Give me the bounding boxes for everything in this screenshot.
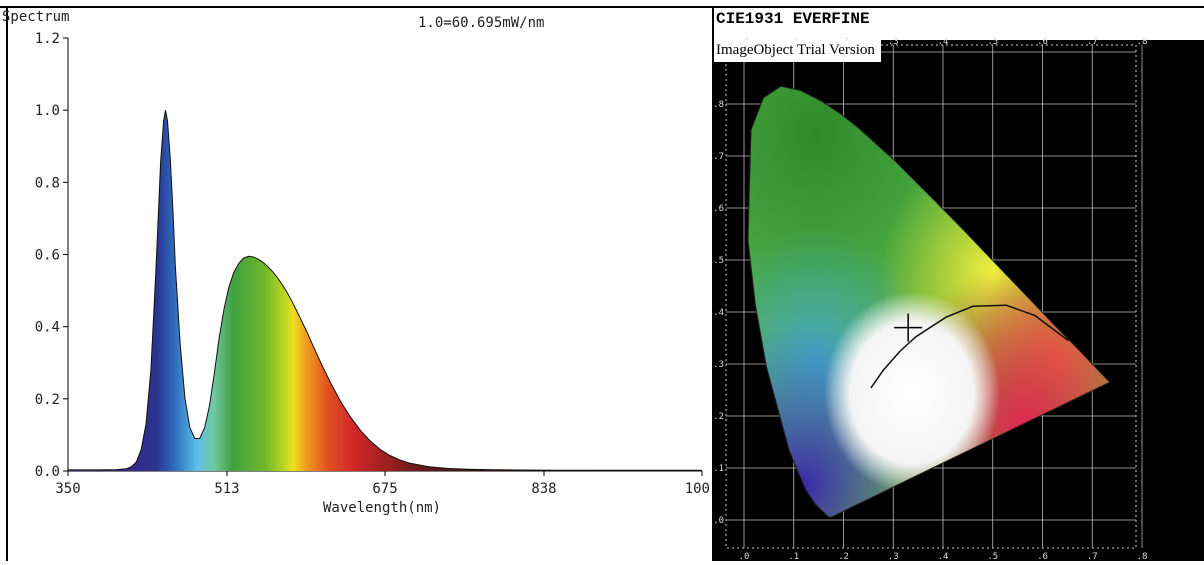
cie-x-tick-top: .4 bbox=[938, 37, 949, 47]
spectrum-y-tick-label: 0.4 bbox=[35, 320, 60, 336]
cie-y-tick-label: .7 bbox=[714, 152, 724, 162]
spectrum-y-tick-label: 1.0 bbox=[35, 103, 60, 119]
spectrum-x-tick-label: 350 bbox=[55, 481, 80, 497]
cie-y-tick-label: .3 bbox=[714, 360, 724, 370]
spectrum-x-tick-label: 838 bbox=[531, 481, 556, 497]
spectrum-x-ticks: 350 513 675 838 100 bbox=[55, 471, 710, 497]
spectrum-chart: Spectrum 1.0=60.695mW/nm 350 513 675 838 100… bbox=[2, 9, 710, 516]
spectrum-line bbox=[68, 110, 702, 471]
spectrum-title: Spectrum bbox=[2, 9, 69, 25]
cie-x-tick-bottom: .4 bbox=[938, 552, 949, 561]
cie-y-tick-label: .6 bbox=[714, 204, 724, 214]
cie-title: CIE1931 EVERFINE bbox=[716, 10, 870, 28]
spectrum-x-tick-label: 675 bbox=[372, 481, 397, 497]
cie-x-tick-top: .6 bbox=[1037, 37, 1048, 47]
cie-x-tick-bottom: .5 bbox=[987, 552, 998, 561]
planckian-locus bbox=[870, 304, 1069, 389]
cie-plot-frame bbox=[725, 44, 1137, 549]
spectrum-y-tick-label: 0.2 bbox=[35, 392, 60, 408]
cie-x-tick-top: .3 bbox=[888, 37, 899, 47]
cie-y-tick-label: .0 bbox=[714, 516, 724, 526]
spectrum-x-tick-label: 513 bbox=[214, 481, 239, 497]
cie-x-tick-top: .7 bbox=[1087, 37, 1098, 47]
cie-locus-outline bbox=[747, 85, 1111, 518]
cie-y-tick-label: .8 bbox=[714, 100, 724, 110]
cie-chart: .0.0.1.1.2.2.3.3.4.4.5.5.6.6.7.7.8.8 .0.… bbox=[713, 37, 1204, 562]
panel-divider bbox=[712, 6, 714, 561]
spectrum-y-tick-label: 1.2 bbox=[35, 31, 60, 47]
spectrum-y-tick-label: 0.6 bbox=[35, 248, 60, 264]
cie-y-tick-label: .1 bbox=[714, 464, 724, 474]
spectrum-area bbox=[68, 110, 702, 471]
spectrum-x-tick-label: 100 bbox=[685, 481, 710, 497]
cie-x-tick-bottom: .6 bbox=[1037, 552, 1048, 561]
cie-y-tick-label: .2 bbox=[714, 412, 724, 422]
trial-watermark: ImageObject Trial Version bbox=[714, 40, 881, 62]
spectrum-y-ticks: 0.0 0.2 0.4 0.6 0.8 1.0 1.2 bbox=[35, 31, 68, 480]
cie-x-tick-bottom: .8 bbox=[1137, 552, 1148, 561]
spectrum-y-tick-label: 0.0 bbox=[35, 464, 60, 480]
frame-top-border bbox=[0, 6, 1204, 8]
cie-x-tick-top: .8 bbox=[1137, 37, 1148, 47]
cie-x-tick-bottom: .7 bbox=[1087, 552, 1098, 561]
cie-x-tick-bottom: .1 bbox=[788, 552, 799, 561]
spectrum-panel: Spectrum 1.0=60.695mW/nm 350 513 675 838 100… bbox=[2, 9, 710, 516]
spectrum-x-axis-label: Wavelength(nm) bbox=[323, 500, 441, 516]
cie-y-tick-label: .5 bbox=[714, 256, 724, 266]
spectrum-scale-note: 1.0=60.695mW/nm bbox=[418, 15, 544, 31]
cie-x-tick-bottom: .2 bbox=[838, 552, 849, 561]
cie-x-tick-bottom: .0 bbox=[739, 552, 750, 561]
chromaticity-crosshair bbox=[894, 313, 923, 342]
cie-panel: .0.0.1.1.2.2.3.3.4.4.5.5.6.6.7.7.8.8 .0.… bbox=[713, 0, 1204, 562]
cie-x-tick-top: .5 bbox=[987, 37, 998, 47]
frame-left-border bbox=[6, 6, 8, 561]
cie-y-tick-label: .4 bbox=[714, 308, 724, 318]
cie-x-tick-bottom: .3 bbox=[888, 552, 899, 561]
spectrum-y-tick-label: 0.8 bbox=[35, 175, 60, 191]
